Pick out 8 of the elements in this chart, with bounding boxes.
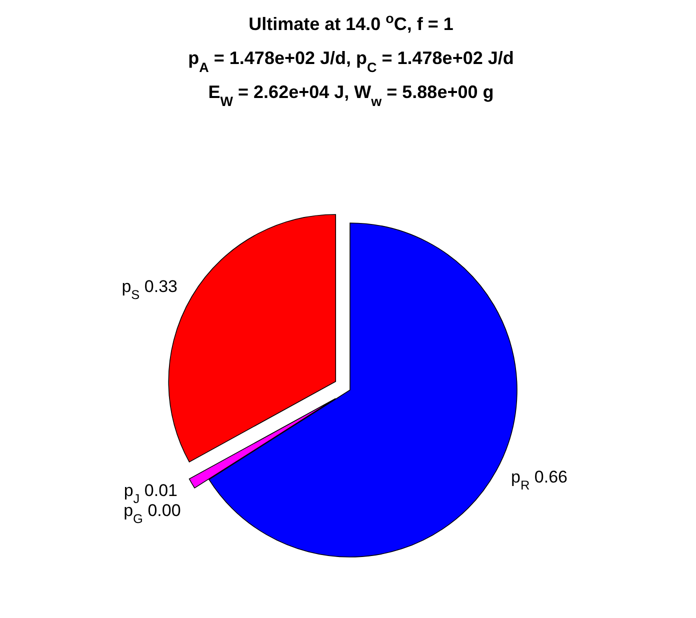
slice-label: p$_{J}$ [124,481,140,506]
slice-label: p$_{S}$ [122,277,140,302]
data-label: 0.66 [530,468,568,487]
data-label: 0.01 [140,481,178,500]
chart-title: Ultimate at 14.0 $^{o}$C, f = 1 p$_{A}$ = 1.478e+02 J/d, p$_{C}$ = 1.478e+02 J/d E$_{W}$ = 2.62e+04 J, W$_{w}$ = 5.88e+00 g [188,10,514,108]
slice-label: p$_{R}$ [510,468,530,492]
data-label: 0.33 [140,277,178,296]
text: 0.00 [148,501,181,520]
